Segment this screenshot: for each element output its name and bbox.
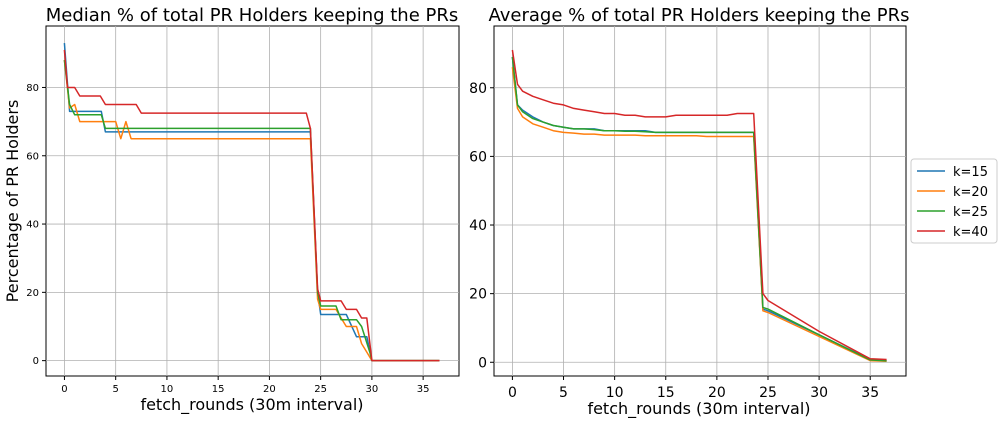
median-x-tick-label: 25 xyxy=(314,384,327,395)
median-y-tick-label: 60 xyxy=(26,151,39,162)
average-y-tick-label: 0 xyxy=(478,355,487,371)
average-x-axis-label: fetch_rounds (30m interval) xyxy=(587,399,810,419)
legend-label-k20: k=20 xyxy=(953,185,988,200)
average-y-tick-label: 60 xyxy=(469,149,487,165)
average-y-tick-label: 40 xyxy=(469,218,487,234)
median-x-tick-label: 0 xyxy=(61,384,67,395)
median-plot-area xyxy=(45,25,460,377)
average-x-tick-label: 25 xyxy=(759,385,777,401)
legend: k=15 k=20 k=25 k=40 xyxy=(910,158,998,244)
average-x-tick-label: 15 xyxy=(657,385,675,401)
legend-label-k15: k=15 xyxy=(953,165,988,180)
median-x-axis-label: fetch_rounds (30m interval) xyxy=(140,395,363,415)
median-chart: 0 5 10 15 20 25 30 35 0 20 40 60 80 Median % of tota… xyxy=(3,5,460,415)
average-series-lines xyxy=(511,49,887,362)
median-x-tick-label: 35 xyxy=(417,384,430,395)
average-series-k25 xyxy=(511,56,887,362)
median-y-tick-label: 0 xyxy=(33,356,39,367)
median-series-k40 xyxy=(63,49,440,362)
average-x-tick-label: 5 xyxy=(559,385,568,401)
legend-label-k40: k=40 xyxy=(953,225,988,240)
average-x-tick-label: 30 xyxy=(810,385,828,401)
average-x-tick-label: 20 xyxy=(708,385,726,401)
median-y-tick-label: 80 xyxy=(26,83,39,94)
median-y-tick-label: 40 xyxy=(26,220,39,231)
average-y-tick-label: 20 xyxy=(469,287,487,303)
legend-items: k=15 k=20 k=25 k=40 xyxy=(917,165,988,240)
median-x-tick-label: 30 xyxy=(366,384,379,395)
median-grid xyxy=(46,26,459,376)
average-grid xyxy=(494,26,906,376)
median-x-tick-label: 15 xyxy=(212,384,225,395)
median-x-tick-label: 10 xyxy=(161,384,174,395)
average-ticks: 0 5 10 15 20 25 30 35 0 20 40 60 80 xyxy=(469,81,879,401)
median-y-axis-label: Percentage of PR Holders xyxy=(3,100,22,303)
median-series-k25 xyxy=(63,60,440,362)
average-x-tick-label: 0 xyxy=(508,385,517,401)
average-chart: 0 5 10 15 20 25 30 35 0 20 40 60 80 Average % of tot… xyxy=(469,5,909,419)
legend-label-k25: k=25 xyxy=(953,205,988,220)
median-x-tick-label: 20 xyxy=(263,384,276,395)
average-series-k40 xyxy=(511,49,887,361)
average-y-tick-label: 80 xyxy=(469,81,487,97)
average-plot-area xyxy=(493,25,907,377)
average-x-tick-label: 35 xyxy=(861,385,879,401)
median-series-lines xyxy=(63,43,440,362)
average-x-tick-label: 10 xyxy=(606,385,624,401)
median-ticks: 0 5 10 15 20 25 30 35 0 20 40 60 80 xyxy=(26,83,429,395)
average-chart-title: Average % of total PR Holders keeping th… xyxy=(489,5,910,26)
legend-box xyxy=(910,158,998,244)
median-y-tick-label: 20 xyxy=(26,288,39,299)
median-x-tick-label: 5 xyxy=(112,384,118,395)
median-chart-title: Median % of total PR Holders keeping the… xyxy=(46,5,459,26)
